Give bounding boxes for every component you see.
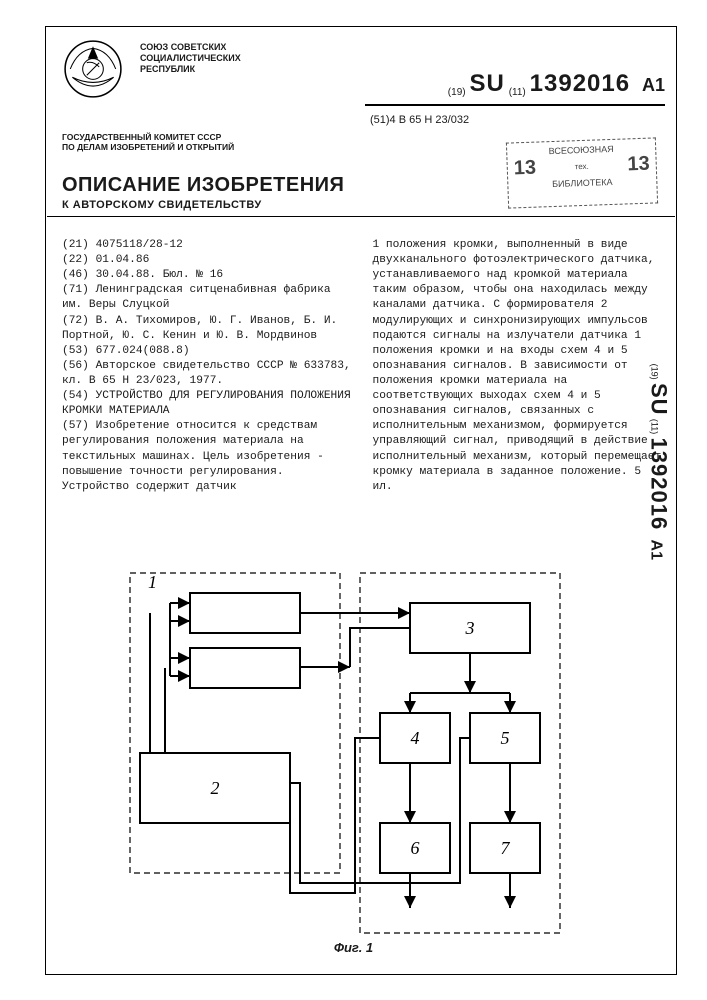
svg-text:3: 3 [465, 618, 475, 638]
union-l2: СОЦИАЛИСТИЧЕСКИХ [140, 53, 241, 64]
field-46: (46) 30.04.88. Бюл. № 16 [62, 268, 355, 283]
title-main: ОПИСАНИЕ ИЗОБРЕТЕНИЯ [62, 174, 344, 197]
side-prefix: (19) [649, 364, 659, 380]
field-54: (54) УСТРОЙСТВО ДЛЯ РЕГУЛИРОВАНИЯ ПОЛОЖЕ… [62, 389, 355, 419]
field-56: (56) Авторское свидетельство СССР № 6337… [62, 359, 355, 389]
stamp-left-num: 13 [513, 157, 536, 181]
svg-text:2: 2 [211, 778, 220, 798]
svg-text:7: 7 [501, 838, 511, 858]
figure-1-diagram: 2 3 4 5 6 7 1 [110, 558, 580, 948]
left-column: (21) 4075118/28-12 (22) 01.04.86 (46) 30… [62, 238, 355, 495]
doc-title: ОПИСАНИЕ ИЗОБРЕТЕНИЯ К АВТОРСКОМУ СВИДЕТ… [62, 174, 344, 211]
doc-number: 1392016 [530, 70, 630, 97]
stamp-mid: тех. [575, 162, 589, 171]
field-57: (57) Изобретение относится к средствам р… [62, 419, 355, 495]
field-72: (72) В. А. Тихомиров, Ю. Г. Иванов, Б. И… [62, 314, 355, 344]
title-sub: К АВТОРСКОМУ СВИДЕТЕЛЬСТВУ [62, 199, 344, 211]
body-columns: (21) 4075118/28-12 (22) 01.04.86 (46) 30… [62, 238, 665, 495]
side-prefix11: (11) [649, 419, 659, 434]
field-22: (22) 01.04.86 [62, 253, 355, 268]
svg-text:1: 1 [148, 572, 157, 592]
committee-l2: ПО ДЕЛАМ ИЗОБРЕТЕНИЙ И ОТКРЫТИЙ [62, 142, 234, 152]
pub-underline [365, 104, 665, 106]
union-title: СОЮЗ СОВЕТСКИХ СОЦИАЛИСТИЧЕСКИХ РЕСПУБЛИ… [140, 42, 241, 74]
side-country: SU [646, 383, 671, 416]
svg-text:6: 6 [411, 838, 420, 858]
abstract-cont: 1 положения кромки, выполненный в виде д… [373, 238, 666, 495]
svg-text:4: 4 [411, 728, 420, 748]
header-rule [47, 216, 675, 217]
library-stamp: ВСЕСОЮЗНАЯ 13 тех. 13 БИБЛИОТЕКА [506, 137, 658, 208]
figure-label: Фиг. 1 [0, 940, 707, 955]
kind-code: A1 [634, 75, 665, 95]
committee-l1: ГОСУДАРСТВЕННЫЙ КОМИТЕТ СССР [62, 132, 234, 142]
right-column: 1 положения кромки, выполненный в виде д… [373, 238, 666, 495]
field-71: (71) Ленинградская ситценабивная фабрика… [62, 283, 355, 313]
stamp-right-num: 13 [627, 153, 650, 177]
committee-block: ГОСУДАРСТВЕННЫЙ КОМИТЕТ СССР ПО ДЕЛАМ ИЗ… [62, 132, 234, 152]
prefix-11: (11) [509, 87, 526, 98]
ipc-class: (51)4 В 65 Н 23/032 [370, 114, 469, 126]
union-l3: РЕСПУБЛИК [140, 64, 241, 75]
field-21: (21) 4075118/28-12 [62, 238, 355, 253]
prefix-19: (19) [448, 87, 466, 98]
country-code: SU [469, 70, 504, 97]
side-publication-code: (19) SU (11) 1392016 A1 [645, 364, 671, 560]
union-l1: СОЮЗ СОВЕТСКИХ [140, 42, 241, 53]
side-kind: A1 [647, 534, 664, 560]
publication-number: (19) SU (11) 1392016 A1 [448, 70, 665, 98]
svg-text:5: 5 [501, 728, 510, 748]
side-number: 1392016 [646, 438, 671, 531]
ussr-emblem [62, 38, 124, 100]
field-53: (53) 677.024(088.8) [62, 344, 355, 359]
